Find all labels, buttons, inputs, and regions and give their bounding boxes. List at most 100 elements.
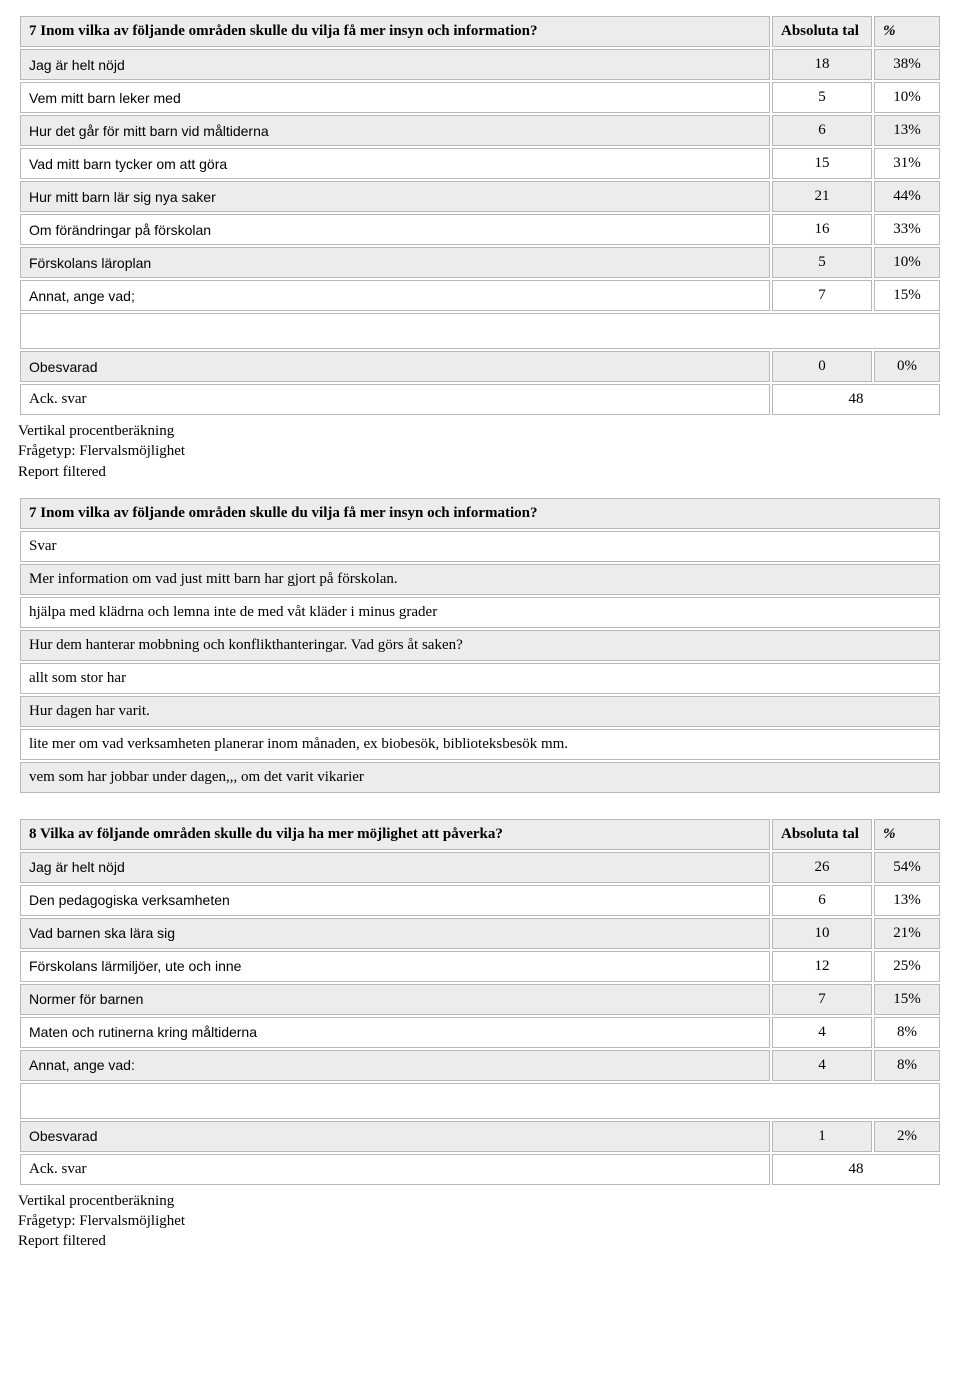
survey-table-7: 7 Inom vilka av följande områden skulle … — [18, 14, 942, 417]
table-row: Vem mitt barn leker med 5 10% — [20, 82, 940, 113]
svar-table: 7 Inom vilka av följande områden skulle … — [18, 496, 942, 795]
footer-line: Frågetyp: Flervalsmöjlighet — [18, 1211, 942, 1231]
obesvarad-row: Obesvarad 1 2% — [20, 1121, 940, 1152]
row-pct: 13% — [874, 885, 940, 916]
svar-question: 7 Inom vilka av följande områden skulle … — [20, 498, 940, 529]
svar-text: Mer information om vad just mitt barn ha… — [20, 564, 940, 595]
table-row: Annat, ange vad; 7 15% — [20, 280, 940, 311]
ack-row: Ack. svar 48 — [20, 384, 940, 415]
row-label: Den pedagogiska verksamheten — [20, 885, 770, 916]
question-header: 7 Inom vilka av följande områden skulle … — [20, 16, 770, 47]
svar-text: lite mer om vad verksamheten planerar in… — [20, 729, 940, 760]
spacer-row — [20, 313, 940, 349]
ack-value: 48 — [772, 1154, 940, 1185]
svar-text: allt som stor har — [20, 663, 940, 694]
table-row: Hur det går för mitt barn vid måltiderna… — [20, 115, 940, 146]
row-abs: 1 — [772, 1121, 872, 1152]
row-label: Annat, ange vad; — [20, 280, 770, 311]
table-row: Den pedagogiska verksamheten 6 13% — [20, 885, 940, 916]
row-abs: 6 — [772, 115, 872, 146]
row-pct: 8% — [874, 1017, 940, 1048]
row-abs: 26 — [772, 852, 872, 883]
row-label: Hur mitt barn lär sig nya saker — [20, 181, 770, 212]
row-label: Ack. svar — [20, 1154, 770, 1185]
row-pct: 13% — [874, 115, 940, 146]
column-header-percent: % — [874, 819, 940, 850]
svar-header: Svar — [20, 531, 940, 562]
row-label: Maten och rutinerna kring måltiderna — [20, 1017, 770, 1048]
table-row: Vad mitt barn tycker om att göra 15 31% — [20, 148, 940, 179]
table-row: Normer för barnen 7 15% — [20, 984, 940, 1015]
footer-line: Vertikal procentberäkning — [18, 1191, 942, 1211]
svar-row: Mer information om vad just mitt barn ha… — [20, 564, 940, 595]
row-abs: 10 — [772, 918, 872, 949]
obesvarad-row: Obesvarad 0 0% — [20, 351, 940, 382]
row-pct: 15% — [874, 984, 940, 1015]
row-abs: 5 — [772, 82, 872, 113]
row-label: Hur det går för mitt barn vid måltiderna — [20, 115, 770, 146]
row-label: Förskolans lärmiljöer, ute och inne — [20, 951, 770, 982]
table-header-row: 7 Inom vilka av följande områden skulle … — [20, 16, 940, 47]
row-pct: 31% — [874, 148, 940, 179]
row-pct: 2% — [874, 1121, 940, 1152]
row-pct: 10% — [874, 247, 940, 278]
row-label: Vad mitt barn tycker om att göra — [20, 148, 770, 179]
row-label: Vem mitt barn leker med — [20, 82, 770, 113]
row-label: Obesvarad — [20, 351, 770, 382]
ack-value: 48 — [772, 384, 940, 415]
table-row: Om förändringar på förskolan 16 33% — [20, 214, 940, 245]
question-header: 8 Vilka av följande områden skulle du vi… — [20, 819, 770, 850]
row-label: Jag är helt nöjd — [20, 49, 770, 80]
row-abs: 7 — [772, 280, 872, 311]
table-row: Förskolans lärmiljöer, ute och inne 12 2… — [20, 951, 940, 982]
row-label: Ack. svar — [20, 384, 770, 415]
row-pct: 8% — [874, 1050, 940, 1081]
svar-header-row: Svar — [20, 531, 940, 562]
column-header-absolute: Absoluta tal — [772, 819, 872, 850]
spacer-row — [20, 1083, 940, 1119]
row-pct: 25% — [874, 951, 940, 982]
footer-line: Report filtered — [18, 1231, 942, 1251]
svar-text: hjälpa med klädrna och lemna inte de med… — [20, 597, 940, 628]
row-abs: 4 — [772, 1017, 872, 1048]
svar-row: Hur dem hanterar mobbning och konfliktha… — [20, 630, 940, 661]
row-abs: 6 — [772, 885, 872, 916]
row-label: Vad barnen ska lära sig — [20, 918, 770, 949]
table-row: Maten och rutinerna kring måltiderna 4 8… — [20, 1017, 940, 1048]
svar-text: Hur dem hanterar mobbning och konfliktha… — [20, 630, 940, 661]
column-header-percent: % — [874, 16, 940, 47]
row-pct: 38% — [874, 49, 940, 80]
column-header-absolute: Absoluta tal — [772, 16, 872, 47]
svar-row: lite mer om vad verksamheten planerar in… — [20, 729, 940, 760]
row-pct: 10% — [874, 82, 940, 113]
row-abs: 7 — [772, 984, 872, 1015]
row-pct: 0% — [874, 351, 940, 382]
svar-question-row: 7 Inom vilka av följande områden skulle … — [20, 498, 940, 529]
table-row: Jag är helt nöjd 26 54% — [20, 852, 940, 883]
table-row: Annat, ange vad: 4 8% — [20, 1050, 940, 1081]
svar-row: allt som stor har — [20, 663, 940, 694]
row-abs: 18 — [772, 49, 872, 80]
row-abs: 16 — [772, 214, 872, 245]
footer-line: Report filtered — [18, 462, 942, 482]
svar-text: Hur dagen har varit. — [20, 696, 940, 727]
svar-text: vem som har jobbar under dagen,,, om det… — [20, 762, 940, 793]
row-pct: 54% — [874, 852, 940, 883]
row-label: Förskolans läroplan — [20, 247, 770, 278]
row-abs: 5 — [772, 247, 872, 278]
table-header-row: 8 Vilka av följande områden skulle du vi… — [20, 819, 940, 850]
table-footer-notes: Vertikal procentberäkning Frågetyp: Fler… — [18, 421, 942, 482]
row-label: Om förändringar på förskolan — [20, 214, 770, 245]
row-label: Jag är helt nöjd — [20, 852, 770, 883]
row-pct: 21% — [874, 918, 940, 949]
row-pct: 15% — [874, 280, 940, 311]
table-row: Förskolans läroplan 5 10% — [20, 247, 940, 278]
footer-line: Vertikal procentberäkning — [18, 421, 942, 441]
survey-table-8: 8 Vilka av följande områden skulle du vi… — [18, 817, 942, 1187]
row-pct: 44% — [874, 181, 940, 212]
row-abs: 4 — [772, 1050, 872, 1081]
table-row: Jag är helt nöjd 18 38% — [20, 49, 940, 80]
ack-row: Ack. svar 48 — [20, 1154, 940, 1185]
row-abs: 21 — [772, 181, 872, 212]
table-footer-notes: Vertikal procentberäkning Frågetyp: Fler… — [18, 1191, 942, 1252]
